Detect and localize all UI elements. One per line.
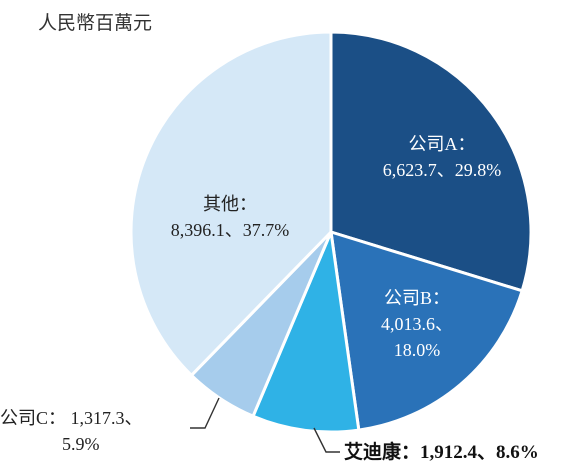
leader-line-c: [190, 397, 220, 429]
slice-label-b-value: 4,013.6、: [381, 314, 453, 334]
slice-label-other: 其他： 8,396.1、37.7%: [140, 191, 320, 243]
slice-label-adicon-text: 艾迪康：1,912.4、8.6%: [344, 442, 539, 463]
slice-label-adicon: 艾迪康：1,912.4、8.6%: [344, 440, 580, 466]
slice-label-a-name: 公司A：: [408, 134, 476, 154]
slice-label-a-value: 6,623.7、29.8%: [382, 160, 502, 180]
pie-slice-1: [329, 230, 524, 432]
pie-slices: [129, 30, 533, 434]
slice-label-b-name: 公司B：: [383, 288, 450, 308]
slice-label-other-value: 8,396.1、37.7%: [170, 220, 290, 240]
slice-label-b: 公司B： 4,013.6、 18.0%: [352, 285, 482, 363]
pie-slice-2: [251, 230, 361, 434]
slice-label-c-name: 公司C： 1,317.3、: [0, 408, 143, 428]
pie-slice-4: [129, 30, 333, 377]
slice-label-b-percent: 18.0%: [393, 340, 441, 360]
leader-lines: [190, 397, 340, 453]
slice-label-other-name: 其他：: [203, 194, 257, 214]
slice-label-c-percent: 5.9%: [62, 434, 100, 454]
slice-label-c: 公司C： 1,317.3、 5.9%: [0, 405, 185, 457]
pie-slice-0: [329, 30, 533, 293]
slice-label-a: 公司A： 6,623.7、29.8%: [362, 131, 522, 183]
leader-line-adicon: [313, 427, 340, 453]
unit-label: 人民幣百萬元: [38, 13, 153, 34]
